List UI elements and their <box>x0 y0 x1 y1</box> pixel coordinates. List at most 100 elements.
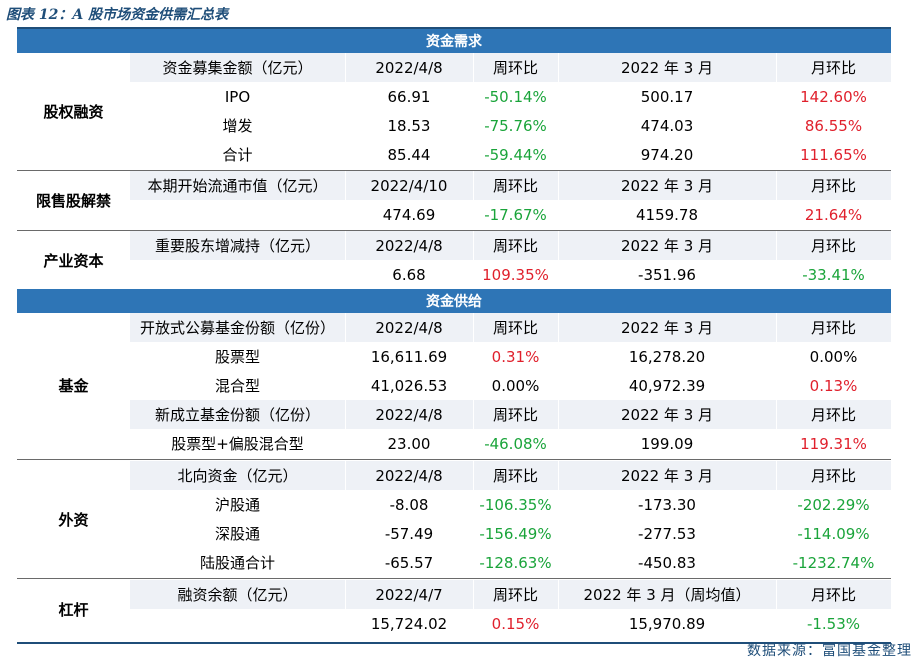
column-divider <box>345 53 346 82</box>
column-divider <box>345 580 346 609</box>
row-label-cell: 增发 <box>222 117 253 135</box>
column-divider <box>473 231 474 260</box>
column-divider <box>558 53 559 82</box>
column-divider <box>473 53 474 82</box>
column-divider <box>558 171 559 200</box>
column-divider <box>473 461 474 490</box>
table-header-row: 重要股东增减持（亿元） 2022/4/8 周环比 2022 年 3 月 月环比 <box>130 231 891 260</box>
section-label: 产业资本 <box>43 251 104 270</box>
week-change-cell: 109.35% <box>482 265 549 284</box>
week-change-cell: -156.49% <box>479 524 552 543</box>
supply-band: 资金供给 <box>17 289 891 313</box>
table-row: IPO 66.91 -50.14% 500.17 142.60% <box>130 82 891 111</box>
table-header-row: 开放式公募基金份额（亿份） 2022/4/8 周环比 2022 年 3 月 月环比 <box>130 313 891 342</box>
column-divider <box>345 82 346 111</box>
section-label: 杠杆 <box>58 600 89 619</box>
column-divider <box>776 400 777 429</box>
month-value-cell: 15,970.89 <box>628 614 706 633</box>
table-row: 合计 85.44 -59.44% 974.20 111.65% <box>130 140 891 169</box>
week-change-cell: -75.76% <box>484 116 547 135</box>
month-value-cell: -450.83 <box>638 553 696 572</box>
column-divider <box>473 580 474 609</box>
column-divider <box>345 342 346 371</box>
table-bottom-rule <box>17 642 891 644</box>
week-change-cell: -50.14% <box>484 87 547 106</box>
month-value-cell: 2022 年 3 月 <box>620 406 714 424</box>
month-value-cell: -277.53 <box>638 524 696 543</box>
column-divider <box>558 429 559 458</box>
column-divider <box>473 548 474 577</box>
column-divider <box>473 82 474 111</box>
column-divider <box>473 371 474 400</box>
current-value-cell: 2022/4/7 <box>375 585 443 604</box>
row-label-cell: 新成立基金份额（亿份） <box>154 406 320 424</box>
current-value-cell: 2022/4/8 <box>375 405 443 424</box>
table-header-row: 北向资金（亿元） 2022/4/8 周环比 2022 年 3 月 月环比 <box>130 461 891 490</box>
week-change-cell: -128.63% <box>479 553 552 572</box>
column-divider <box>558 371 559 400</box>
column-divider <box>473 200 474 229</box>
column-divider <box>558 461 559 490</box>
week-change-cell: -17.67% <box>484 205 547 224</box>
column-divider <box>776 313 777 342</box>
row-label-cell: IPO <box>224 87 251 106</box>
column-divider <box>473 342 474 371</box>
month-value-cell: 4159.78 <box>635 205 699 224</box>
month-change-cell: 月环比 <box>810 406 856 424</box>
column-divider <box>776 111 777 140</box>
month-value-cell: 2022 年 3 月 <box>620 319 714 337</box>
column-divider <box>345 490 346 519</box>
current-value-cell: 18.53 <box>387 116 431 135</box>
column-divider <box>776 260 777 289</box>
week-change-cell: 周环比 <box>492 177 538 195</box>
week-change-cell: 周环比 <box>492 467 538 485</box>
week-change-cell: 周环比 <box>492 237 538 255</box>
month-value-cell: -173.30 <box>638 495 696 514</box>
current-value-cell: 2022/4/8 <box>375 466 443 485</box>
row-label-cell: 沪股通 <box>214 496 260 514</box>
column-divider <box>345 111 346 140</box>
column-divider <box>345 548 346 577</box>
column-divider <box>345 231 346 260</box>
month-value-cell: 474.03 <box>640 116 694 135</box>
month-value-cell: 2022 年 3 月 <box>620 237 714 255</box>
column-divider <box>345 140 346 169</box>
row-label-cell: 本期开始流通市值（亿元） <box>147 177 328 195</box>
column-divider <box>473 400 474 429</box>
month-change-cell: 月环比 <box>810 586 856 604</box>
column-divider <box>776 82 777 111</box>
section-divider <box>17 170 891 171</box>
section-divider <box>17 459 891 460</box>
current-value-cell: -65.57 <box>384 553 434 572</box>
column-divider <box>345 371 346 400</box>
month-change-cell: -114.09% <box>797 524 870 543</box>
current-value-cell: 474.69 <box>382 205 436 224</box>
week-change-cell: -46.08% <box>484 434 547 453</box>
column-divider <box>776 461 777 490</box>
row-label-cell: 重要股东增减持（亿元） <box>154 237 320 255</box>
column-divider <box>776 490 777 519</box>
column-divider <box>776 140 777 169</box>
month-change-cell: 0.13% <box>809 376 858 395</box>
week-change-cell: 周环比 <box>492 59 538 77</box>
column-divider <box>776 429 777 458</box>
current-value-cell: 41,026.53 <box>370 376 448 395</box>
current-value-cell: 85.44 <box>387 145 431 164</box>
month-change-cell: -1232.74% <box>792 553 875 572</box>
month-value-cell: 974.20 <box>640 145 694 164</box>
row-label-cell <box>130 260 345 289</box>
column-divider <box>473 260 474 289</box>
row-label-cell: 北向资金（亿元） <box>177 467 298 485</box>
month-change-cell: 月环比 <box>810 467 856 485</box>
column-divider <box>345 313 346 342</box>
column-divider <box>558 231 559 260</box>
month-change-cell: 111.65% <box>800 145 867 164</box>
column-divider <box>345 429 346 458</box>
row-label-cell: 融资余额（亿元） <box>177 586 298 604</box>
column-divider <box>558 313 559 342</box>
column-divider <box>776 53 777 82</box>
column-divider <box>473 609 474 638</box>
month-change-cell: 21.64% <box>804 205 863 224</box>
column-divider <box>558 111 559 140</box>
month-change-cell: 0.00% <box>809 347 858 366</box>
